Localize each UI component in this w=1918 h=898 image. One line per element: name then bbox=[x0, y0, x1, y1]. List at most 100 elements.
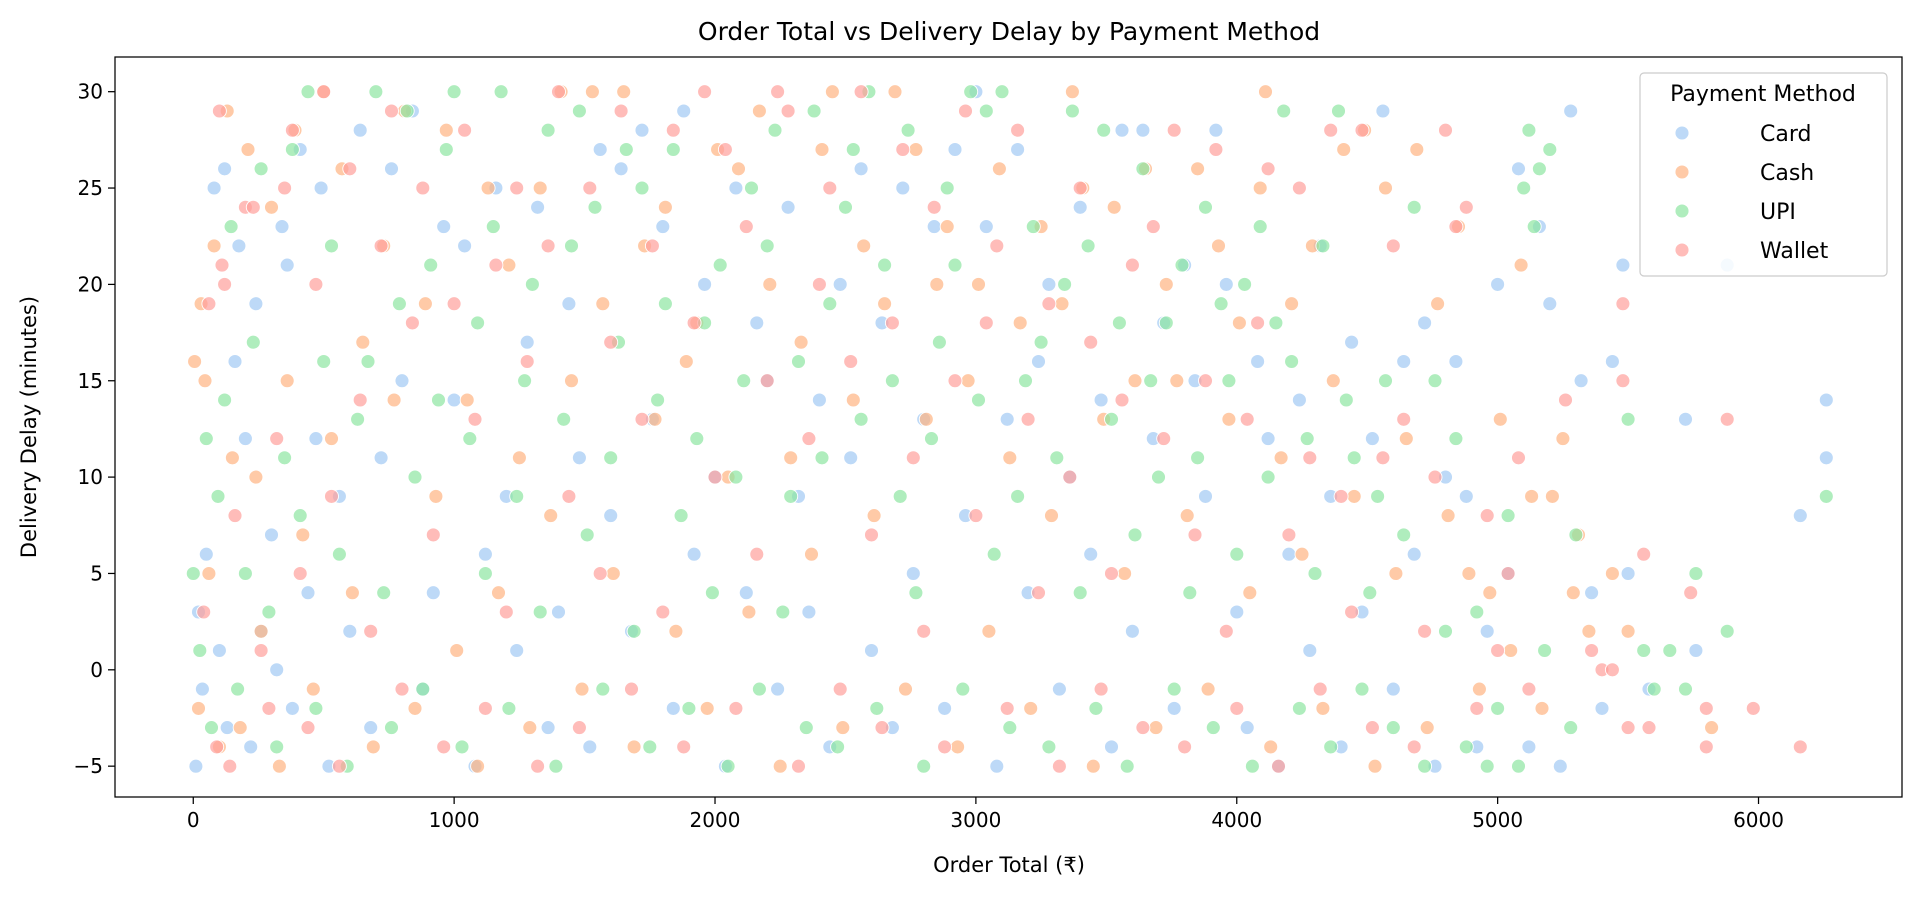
data-point bbox=[222, 758, 238, 774]
data-point bbox=[1385, 238, 1401, 254]
x-tick-label: 3000 bbox=[950, 808, 1001, 832]
data-point bbox=[352, 122, 368, 138]
data-point bbox=[540, 122, 556, 138]
data-point bbox=[1542, 142, 1558, 157]
data-point bbox=[869, 700, 885, 716]
data-point bbox=[1177, 739, 1193, 755]
data-point bbox=[493, 84, 509, 100]
data-point bbox=[1338, 392, 1354, 408]
data-point bbox=[989, 758, 1005, 774]
data-point bbox=[1511, 758, 1526, 774]
data-point bbox=[717, 142, 733, 157]
data-point bbox=[436, 739, 452, 755]
data-point bbox=[1080, 238, 1096, 254]
data-point bbox=[1025, 219, 1041, 235]
data-point bbox=[1482, 585, 1498, 601]
data-point bbox=[1438, 122, 1453, 138]
data-point bbox=[1704, 720, 1720, 736]
data-point bbox=[770, 84, 786, 100]
data-point bbox=[230, 681, 246, 697]
data-point bbox=[1427, 373, 1443, 389]
data-point bbox=[1198, 199, 1213, 215]
data-point bbox=[1542, 296, 1558, 312]
data-point bbox=[1417, 315, 1433, 331]
legend-frame bbox=[1639, 72, 1888, 277]
data-point bbox=[793, 334, 809, 350]
data-point bbox=[770, 681, 786, 697]
data-point bbox=[1302, 643, 1318, 658]
series-card bbox=[188, 84, 1834, 774]
y-tick-label: 5 bbox=[90, 561, 103, 585]
data-point bbox=[498, 604, 514, 620]
data-point bbox=[1555, 431, 1571, 447]
data-point bbox=[1406, 739, 1422, 755]
data-point bbox=[926, 199, 942, 215]
data-point bbox=[509, 643, 525, 658]
data-point bbox=[308, 276, 324, 292]
data-point bbox=[324, 431, 339, 447]
data-point bbox=[574, 681, 590, 697]
data-point bbox=[457, 122, 473, 138]
data-point bbox=[1469, 700, 1485, 716]
data-point bbox=[1521, 739, 1537, 755]
data-point bbox=[1615, 373, 1631, 389]
data-point bbox=[198, 546, 214, 562]
data-point bbox=[517, 373, 533, 389]
data-point bbox=[407, 469, 423, 485]
data-point bbox=[1323, 739, 1339, 755]
data-point bbox=[446, 84, 462, 100]
data-point bbox=[960, 373, 976, 389]
data-point bbox=[1151, 469, 1166, 485]
data-point bbox=[459, 392, 475, 408]
data-point bbox=[1044, 508, 1059, 524]
data-point bbox=[783, 488, 799, 504]
data-point bbox=[1057, 276, 1073, 292]
data-point bbox=[1260, 469, 1276, 485]
data-point bbox=[365, 739, 381, 755]
data-point bbox=[697, 276, 713, 292]
data-point bbox=[665, 122, 681, 138]
data-point bbox=[284, 142, 300, 157]
data-point bbox=[697, 84, 713, 100]
data-point bbox=[1119, 758, 1135, 774]
data-point bbox=[644, 238, 660, 254]
data-point bbox=[185, 566, 201, 581]
data-point bbox=[681, 700, 697, 716]
data-point bbox=[1291, 180, 1307, 196]
legend-marker bbox=[1674, 203, 1690, 219]
data-point bbox=[1388, 566, 1404, 581]
data-point bbox=[217, 161, 233, 177]
data-point bbox=[540, 720, 556, 736]
data-point bbox=[284, 122, 300, 138]
data-point bbox=[1302, 450, 1318, 466]
data-point bbox=[1364, 720, 1380, 736]
data-point bbox=[887, 84, 903, 100]
data-point bbox=[978, 103, 994, 119]
data-point bbox=[1237, 276, 1253, 292]
data-point bbox=[1385, 681, 1401, 697]
data-point bbox=[269, 662, 285, 678]
data-point bbox=[279, 373, 295, 389]
data-point bbox=[269, 431, 285, 447]
data-point bbox=[1281, 546, 1297, 562]
data-point bbox=[571, 450, 587, 466]
data-point bbox=[1051, 681, 1067, 697]
data-point bbox=[561, 296, 577, 312]
data-point bbox=[342, 623, 358, 639]
data-point bbox=[571, 103, 587, 119]
data-point bbox=[1258, 84, 1273, 100]
data-point bbox=[958, 103, 973, 119]
data-point bbox=[1299, 431, 1315, 447]
data-point bbox=[741, 604, 757, 620]
data-point bbox=[530, 758, 546, 774]
data-point bbox=[1221, 373, 1237, 389]
y-tick-label: −5 bbox=[74, 754, 103, 778]
data-point bbox=[449, 643, 465, 658]
data-point bbox=[1242, 585, 1258, 601]
data-point bbox=[1273, 450, 1289, 466]
data-point bbox=[1124, 257, 1140, 273]
data-point bbox=[501, 257, 517, 273]
data-point bbox=[477, 546, 493, 562]
data-point bbox=[1615, 296, 1631, 312]
data-point bbox=[1156, 431, 1172, 447]
